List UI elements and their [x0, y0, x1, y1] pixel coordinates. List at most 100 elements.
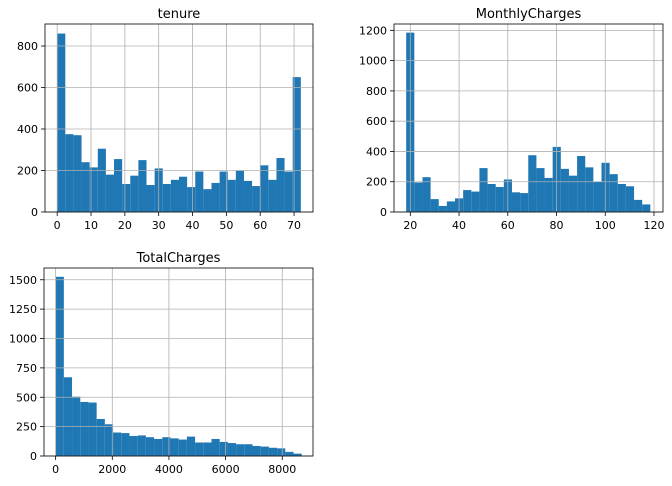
total-charges-y-tick-label: 500: [16, 391, 37, 404]
tenure-histogram-bar: [105, 174, 115, 212]
tenure-histogram-bar: [146, 185, 155, 212]
monthly-charges-histogram-bar: [617, 184, 626, 212]
tenure-axes-frame: [44, 23, 314, 213]
tenure-histogram-bar: [284, 171, 293, 212]
total-charges-histogram-bar: [252, 446, 261, 456]
tenure-x-tick-label: 50: [219, 219, 233, 232]
tenure-x-tick-label: 40: [186, 219, 200, 232]
tenure-histogram-bar: [57, 33, 66, 212]
monthly-charges-histogram-bar: [520, 193, 529, 212]
monthly-charges-histogram-bar: [430, 199, 439, 212]
monthly-charges-y-tick-label: 1000: [359, 55, 387, 68]
monthly-charges-y-tick-label: 800: [366, 85, 387, 98]
monthly-charges-histogram-bar: [438, 205, 447, 212]
total-charges-histogram-bar: [55, 276, 64, 456]
total-charges-histogram-bar: [96, 418, 105, 456]
monthly-charges-histogram-bar: [446, 201, 456, 212]
total-charges-x-tick-label: 0: [52, 463, 59, 476]
total-charges-histogram-bar: [162, 437, 171, 456]
tenure-y-tick-label: 400: [17, 123, 38, 136]
total-charges-histogram-bar: [121, 433, 130, 456]
tenure-x-tick-label: 70: [287, 219, 301, 232]
total-charges-histogram-bar: [178, 439, 187, 456]
tenure-histogram-bar: [179, 176, 188, 212]
total-charges-histogram-bar: [113, 432, 122, 456]
tenure-histogram-bar: [203, 189, 212, 212]
monthly-charges-histogram-bar: [495, 187, 504, 212]
total-charges-histogram-bar: [293, 453, 302, 456]
total-charges-x-tick-label: 6000: [212, 463, 240, 476]
monthly-charges-histogram-bar: [585, 167, 594, 212]
total-charges-histogram-bar: [227, 443, 237, 456]
total-charges-y-tick-label: 750: [16, 362, 37, 375]
total-charges-histogram-bar: [104, 424, 114, 456]
monthly-charges-y-tick-label: 1200: [359, 24, 387, 37]
total-charges-histogram-bar: [277, 448, 286, 456]
tenure-histogram-bar: [187, 187, 196, 212]
total-charges-histogram-bar: [268, 447, 278, 456]
tenure-histogram-bar: [268, 179, 277, 212]
total-charges-axes-frame: [43, 267, 314, 457]
total-charges-histogram-bar: [129, 436, 138, 456]
total-charges-chart-title: TotalCharges: [136, 251, 221, 266]
total-charges-histogram-bar: [219, 441, 228, 456]
tenure-x-tick-label: 30: [152, 219, 166, 232]
monthly-charges-x-tick-label: 40: [452, 219, 466, 232]
total-charges-x-tick-label: 4000: [155, 463, 183, 476]
tenure-histogram-bar: [235, 170, 244, 212]
tenure-histogram-bar: [89, 167, 98, 212]
tenure-x-tick-label: 60: [253, 219, 267, 232]
monthly-charges-histogram-bar: [577, 155, 586, 212]
tenure-histogram-bar: [97, 148, 106, 212]
monthly-charges-histogram-bar: [634, 199, 643, 212]
tenure-histogram-bar: [227, 179, 236, 212]
total-charges-histogram-bar: [80, 401, 89, 456]
tenure-histogram-bar: [130, 175, 139, 212]
tenure-histogram-panel: tenure 0 10 20 30 40 50 60 70 0 200 400 600 800: [17, 7, 314, 232]
monthly-charges-y-tick-label: 200: [366, 176, 387, 189]
total-charges-y-tick-label: 0: [30, 450, 37, 463]
tenure-histogram-bar: [195, 171, 204, 212]
total-charges-histogram-bar: [170, 438, 179, 457]
monthly-charges-histogram-bar: [568, 175, 578, 212]
monthly-charges-y-tick-label: 600: [366, 115, 387, 128]
total-charges-y-tick-label: 250: [16, 421, 37, 434]
monthly-charges-x-tick-label: 100: [595, 219, 616, 232]
monthly-charges-histogram-bar: [463, 190, 472, 212]
total-charges-histogram-bar: [211, 438, 220, 456]
total-charges-y-tick-label: 1250: [9, 303, 37, 316]
tenure-histogram-bar: [114, 159, 123, 212]
tenure-x-tick-label: 0: [54, 219, 61, 232]
monthly-charges-x-tick-label: 60: [501, 219, 515, 232]
monthly-charges-chart-title: MonthlyCharges: [476, 7, 582, 22]
tenure-histogram-bar: [292, 77, 301, 213]
tenure-x-tick-label: 10: [84, 219, 98, 232]
tenure-histogram-bar: [138, 160, 147, 212]
total-charges-y-tick-label: 1000: [9, 333, 37, 346]
monthly-charges-histogram-bar: [593, 181, 602, 212]
tenure-x-tick-label: 20: [118, 219, 132, 232]
total-charges-histogram-bar: [244, 444, 253, 456]
tenure-histogram-bar: [122, 183, 131, 212]
tenure-histogram-bar: [219, 171, 228, 212]
tenure-histogram-bar: [65, 134, 74, 212]
monthly-charges-x-tick-label: 120: [643, 219, 664, 232]
total-charges-histogram-panel: TotalCharges 0 2000 4000 6000 8000 0 250 500 750…: [9, 251, 314, 476]
monthly-charges-axes-frame: [393, 23, 664, 213]
monthly-charges-histogram-bar: [511, 192, 521, 212]
tenure-y-tick-label: 800: [17, 40, 38, 53]
monthly-charges-histogram-bar: [414, 182, 423, 212]
tenure-histogram-bar: [276, 158, 285, 212]
total-charges-histogram-bar: [195, 442, 204, 456]
tenure-chart-title: tenure: [158, 7, 201, 22]
monthly-charges-y-tick-label: 400: [366, 145, 387, 158]
monthly-charges-histogram-bar: [609, 174, 618, 212]
total-charges-histogram-bar: [236, 444, 245, 456]
monthly-charges-x-tick-label: 80: [550, 219, 564, 232]
total-charges-x-tick-label: 2000: [98, 463, 126, 476]
monthly-charges-histogram-bar: [479, 168, 488, 212]
tenure-histogram-bar: [260, 165, 269, 212]
monthly-charges-histogram-bar: [625, 186, 635, 212]
total-charges-histogram-bar: [285, 451, 294, 456]
